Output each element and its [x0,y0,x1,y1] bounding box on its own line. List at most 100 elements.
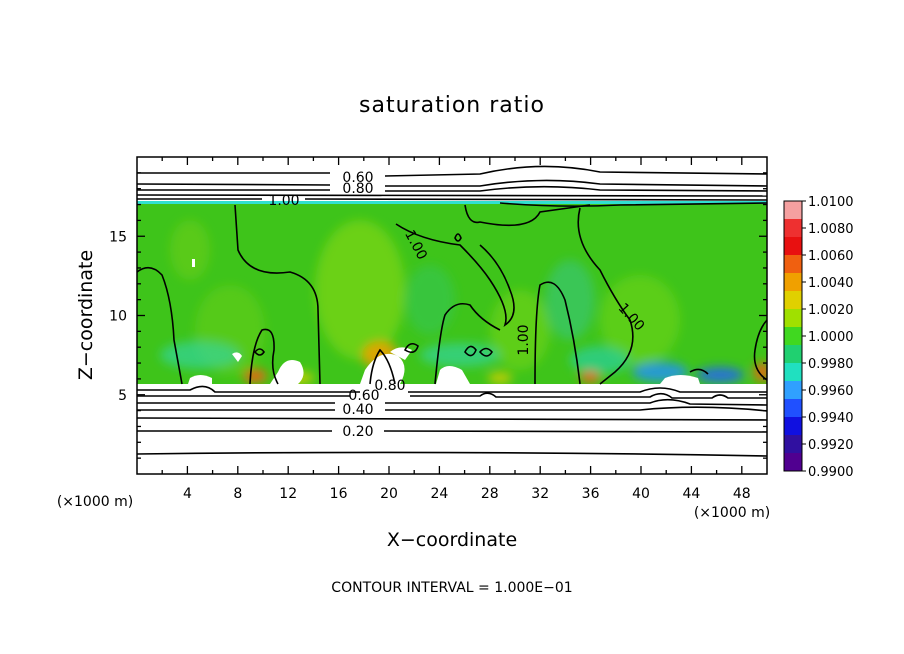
contour-label: 0.40 [342,402,373,418]
colorbar-swatch [784,255,802,274]
colorbar-swatch [784,417,802,436]
x-tick-label: 4 [183,486,192,502]
contour-label: 0.60 [342,170,373,186]
contour-line [464,204,591,227]
contour-line [137,185,768,192]
y-tick-label: 5 [118,388,127,404]
contour-line [499,202,768,207]
colorbar-label: 1.0100 [808,195,854,210]
colorbar-swatch [784,219,802,238]
colorbar-swatch [784,453,802,472]
x-axis: 4 8 12 16 20 24 28 32 36 40 44 48 [161,157,751,502]
contour-line [464,345,477,357]
x-tick-label: 48 [733,486,751,502]
contour-label: 1.00 [268,193,299,209]
colorbar-swatch [784,291,802,310]
x-tick-label: 28 [481,486,499,502]
contour-line [369,348,396,385]
field-patch [420,343,500,367]
chart-title: saturation ratio [359,93,545,118]
contour-line [137,406,768,412]
colorbar-swatch [784,381,802,400]
contour-line [136,417,768,421]
x-unit-label-left: (×1000 m) [57,494,133,510]
colorbar-labels: 1.0100 1.0080 1.0060 1.0040 1.0020 1.0000 0.99… [802,195,854,480]
contour-line [434,302,501,385]
contour-label: 0.80 [342,181,373,197]
colorbar-label: 0.9960 [808,384,854,399]
field-patch [580,371,600,383]
x-tick-label: 8 [233,486,242,502]
field-patch [488,372,512,384]
x-tick-label: 40 [632,486,650,502]
contour-line [403,342,419,354]
contour-line [137,385,767,393]
field-hole [188,375,212,384]
x-axis-label: X−coordinate [387,529,517,551]
field-top-band [137,201,767,204]
contour-line [137,198,768,201]
colorbar [783,200,803,472]
x-tick-label: 24 [430,486,448,502]
colorbar-label: 0.9940 [808,411,854,426]
field-patch [545,260,595,340]
colorbar-label: 1.0000 [808,330,854,345]
contour-line [753,319,768,381]
field-patch [170,220,210,280]
colorbar-label: 1.0040 [808,276,854,291]
contour-line [395,223,515,327]
y-tick-label: 15 [109,229,127,245]
colorbar-swatch [784,237,802,256]
colorbar-label: 0.9900 [808,465,854,480]
contour-line [137,398,768,406]
colorbar-swatch [784,363,802,382]
colorbar-swatch [784,345,802,364]
contour-line [137,392,767,399]
field-hole [192,259,195,267]
saturation-field [137,201,767,384]
contour-label: 0.60 [348,388,379,404]
field-patch [160,341,240,369]
field-hole [436,366,470,384]
field-patch [600,275,680,365]
contour-line [136,179,768,187]
field-hole [232,352,242,362]
colorbar-swatch [784,399,802,418]
contour-line [478,347,493,357]
x-tick-label: 32 [531,486,549,502]
contour-label: 0.80 [374,378,405,394]
x-tick-label: 36 [582,486,600,502]
field-patch [315,220,405,360]
y-tick-label: 10 [109,309,127,325]
x-tick-label: 44 [682,486,700,502]
contour-label: 0.20 [342,424,373,440]
x-tick-label: 20 [380,486,398,502]
colorbar-label: 1.0020 [808,303,854,318]
field-hole [660,375,700,384]
x-tick-label: 12 [279,486,297,502]
contour-line [136,451,768,457]
contour-label: 1.00 [516,324,532,355]
field-patch [405,265,455,335]
contour-line [137,430,768,433]
colorbar-swatch [784,273,802,292]
colorbar-label: 0.9920 [808,438,854,453]
field-hole [270,359,304,384]
contour-lines [136,165,768,457]
contour-line [137,165,768,177]
contour-line [253,348,265,356]
contour-line [136,194,768,197]
colorbar-swatch [784,201,802,220]
field-patch [696,367,744,383]
colorbar-swatch [784,327,802,346]
contour-line [136,266,183,385]
y-axis-label: Z−coordinate [75,250,97,380]
contour-line [689,368,709,375]
field-patch [570,346,630,374]
contour-interval-note: CONTOUR INTERVAL = 1.000E−01 [331,580,572,596]
colorbar-label: 0.9980 [808,357,854,372]
x-tick-label: 16 [330,486,348,502]
x-unit-label-right: (×1000 m) [694,505,770,521]
contour-line [249,328,279,385]
